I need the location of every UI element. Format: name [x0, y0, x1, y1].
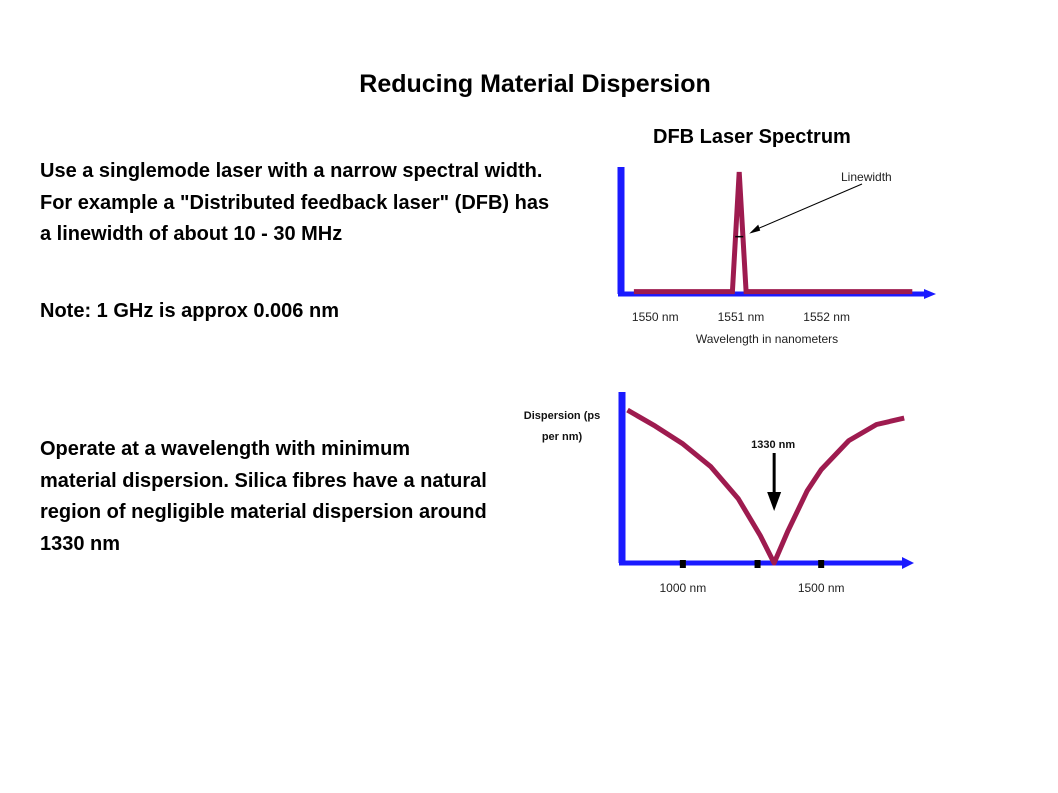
x-tick-label: 1500 nm	[798, 581, 845, 595]
x-axis-arrowhead	[924, 289, 936, 299]
linewidth-label: Linewidth	[841, 170, 892, 184]
linewidth-arrow-line	[753, 183, 863, 232]
min-dispersion-arrowhead	[767, 492, 782, 511]
x-tick-label: 1551 nm	[718, 310, 765, 324]
x-axis-title: Wavelength in nanometers	[696, 332, 838, 346]
dfb-chart-title: DFB Laser Spectrum	[653, 126, 851, 148]
x-tick-label: 1000 nm	[660, 581, 707, 595]
x-tick-mark	[679, 560, 686, 568]
slide-title: Reducing Material Dispersion	[359, 70, 711, 98]
paragraph-wavelength: Operate at a wavelength with minimum mat…	[40, 438, 487, 555]
dispersion-curve-series-0	[626, 407, 905, 566]
min-dispersion-label: 1330 nm	[751, 439, 795, 451]
x-axis-arrowhead	[902, 557, 914, 569]
linewidth-arrowhead	[749, 224, 761, 234]
y-axis-title: Dispersion (ps per nm)	[524, 410, 600, 443]
spectrum-line-series-0	[633, 171, 913, 295]
x-tick-label: 1550 nm	[632, 310, 679, 324]
paragraph-laser: Use a singlemode laser with a narrow spe…	[40, 160, 550, 245]
x-tick-mark	[818, 560, 825, 568]
x-tick-mark	[754, 560, 761, 568]
x-tick-label: 1552 nm	[803, 310, 850, 324]
paragraph-note: Note: 1 GHz is approx 0.006 nm	[40, 300, 339, 322]
